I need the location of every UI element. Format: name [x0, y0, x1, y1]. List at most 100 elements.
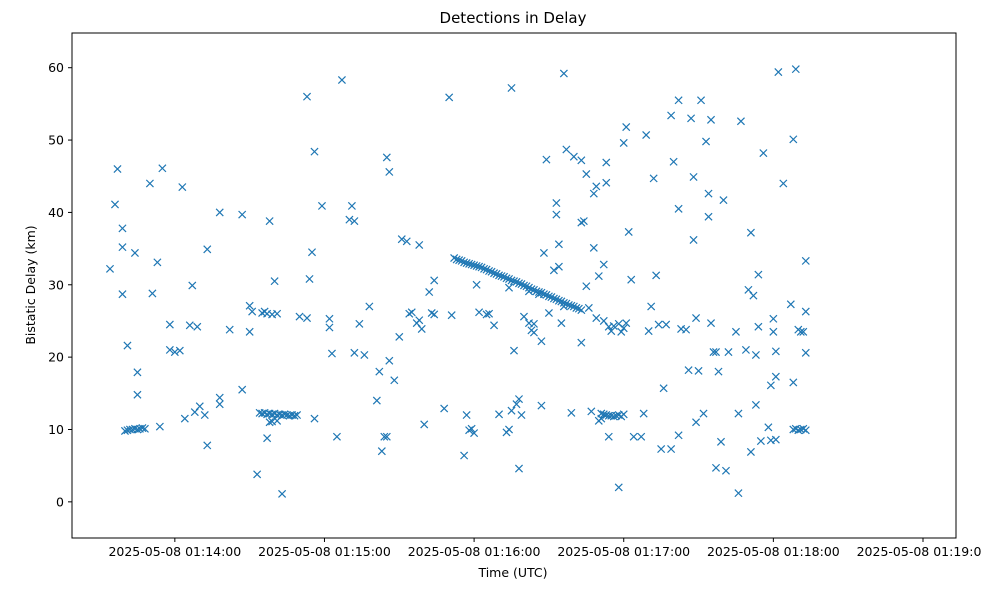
data-point-marker	[273, 416, 282, 425]
data-point-marker	[225, 325, 234, 334]
data-point-marker	[552, 210, 561, 219]
data-point-marker	[105, 264, 115, 273]
data-point-marker	[559, 302, 568, 311]
data-point-marker	[692, 418, 701, 427]
y-tick-label: 40	[48, 205, 64, 220]
data-point-marker	[155, 422, 164, 431]
data-point-marker	[557, 297, 566, 306]
y-axis-label: Bistatic Delay (km)	[23, 225, 38, 344]
data-point-marker	[457, 256, 466, 265]
data-point-marker	[786, 300, 795, 309]
data-point-marker	[689, 235, 698, 244]
data-point-marker	[529, 319, 538, 328]
data-point-marker	[706, 115, 716, 124]
data-point-marker	[485, 309, 494, 318]
data-point-marker	[544, 292, 553, 301]
data-point-marker	[310, 147, 319, 156]
data-point-marker	[514, 395, 524, 404]
data-point-marker	[619, 410, 628, 419]
data-point-marker	[542, 155, 551, 164]
data-point-marker	[310, 414, 319, 423]
data-point-marker	[562, 145, 571, 154]
data-point-marker	[514, 464, 524, 473]
data-point-marker	[592, 182, 601, 191]
data-point-marker	[138, 424, 147, 433]
data-point-marker	[509, 346, 519, 355]
data-point-marker	[537, 337, 546, 346]
x-tick-label: 2025-05-08 01:19:00	[857, 544, 981, 559]
data-point-marker	[517, 410, 526, 420]
data-point-marker	[637, 432, 646, 441]
data-point-marker	[405, 309, 414, 318]
data-point-marker	[203, 245, 212, 254]
data-point-marker	[325, 323, 334, 332]
data-point-marker	[278, 489, 287, 498]
data-point-marker	[711, 463, 721, 472]
data-point-marker	[669, 157, 678, 166]
data-point-marker	[118, 243, 127, 252]
data-point-marker	[188, 281, 197, 290]
data-point-marker	[140, 424, 149, 433]
data-point-marker	[577, 306, 586, 315]
data-point-marker	[714, 367, 723, 376]
data-point-marker	[118, 290, 127, 299]
data-point-marker	[395, 332, 404, 341]
data-point-marker	[402, 237, 411, 246]
data-point-marker	[145, 179, 154, 188]
data-point-marker	[200, 410, 209, 420]
data-point-marker	[589, 189, 598, 198]
data-point-marker	[721, 466, 730, 475]
data-point-marker	[375, 367, 384, 376]
data-point-marker	[502, 274, 511, 283]
data-point-marker	[647, 302, 656, 311]
data-point-marker	[559, 298, 568, 307]
data-point-marker	[542, 290, 551, 299]
data-point-marker	[490, 321, 499, 330]
data-point-marker	[607, 327, 616, 336]
data-point-marker	[360, 350, 369, 359]
data-point-marker	[263, 434, 272, 443]
data-point-marker	[704, 212, 713, 221]
data-point-marker	[495, 410, 504, 419]
data-point-marker	[609, 321, 618, 331]
data-point-marker	[273, 309, 282, 318]
data-point-marker	[801, 307, 810, 316]
data-point-marker	[589, 243, 598, 252]
x-tick-label: 2025-05-08 01:15:00	[258, 544, 391, 559]
data-point-marker	[270, 277, 279, 286]
data-point-marker	[597, 409, 606, 418]
data-point-marker	[587, 407, 596, 416]
data-point-marker	[754, 322, 763, 331]
data-point-marker	[706, 319, 716, 328]
data-point-marker	[654, 320, 663, 329]
data-point-marker	[467, 260, 476, 269]
y-tick-label: 30	[48, 277, 64, 292]
data-point-marker	[302, 314, 312, 323]
data-point-marker	[801, 256, 810, 265]
data-point-marker	[699, 409, 708, 418]
data-point-marker	[524, 283, 533, 292]
data-point-marker	[407, 308, 416, 317]
data-point-marker	[537, 401, 546, 410]
data-point-marker	[153, 258, 162, 267]
data-point-marker	[265, 217, 274, 226]
data-point-marker	[569, 152, 578, 161]
data-point-marker	[427, 308, 436, 318]
data-point-marker	[684, 366, 693, 375]
data-point-marker	[133, 390, 142, 399]
plot-frame	[71, 32, 957, 539]
data-point-marker	[480, 264, 489, 273]
data-point-marker	[185, 321, 194, 330]
data-point-marker	[133, 368, 142, 377]
data-point-marker	[385, 167, 394, 176]
data-point-marker	[734, 489, 743, 498]
data-point-marker	[120, 426, 129, 435]
data-point-marker	[475, 262, 484, 271]
data-point-marker	[337, 75, 346, 85]
data-point-marker	[771, 347, 780, 356]
data-point-marker	[465, 426, 474, 435]
data-point-marker	[602, 178, 611, 187]
data-point-marker	[746, 447, 755, 456]
data-point-marker	[799, 327, 808, 336]
